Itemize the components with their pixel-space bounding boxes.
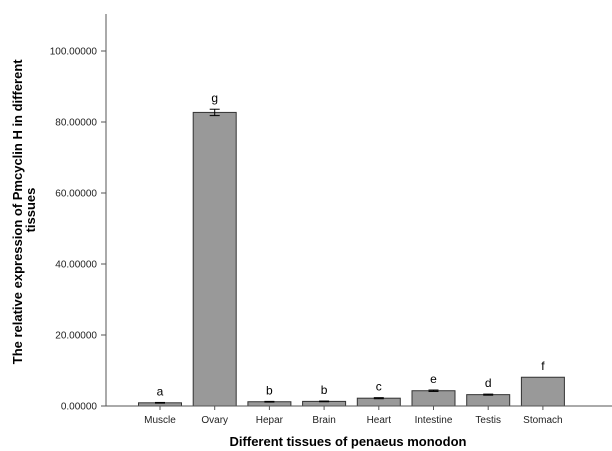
y-tick-label: 0.00000 (61, 402, 98, 413)
error-bar (264, 400, 275, 403)
error-bar (373, 397, 384, 400)
bar-intestine (411, 390, 456, 407)
error-bar (155, 401, 165, 404)
significance-labels: a g b b c e d f (157, 91, 546, 398)
significance-label: c (376, 380, 382, 394)
svg-text:The relative expression of Pmc: The relative expression of Pmcyclin H in… (10, 56, 38, 365)
significance-label: e (430, 372, 437, 386)
x-axis-ticks: Muscle Ovary Hepar Brain Heart Intestine Testi… (144, 406, 563, 426)
y-tick-label: 60.00000 (55, 189, 97, 200)
y-axis-ticks: 0.00000 20.00000 40.00000 60.00000 80.00000 1… (50, 47, 106, 413)
significance-label: f (541, 359, 545, 373)
x-tick-label: Testis (475, 415, 501, 426)
significance-label: g (211, 91, 218, 105)
significance-label: d (485, 376, 492, 390)
y-axis-title-line-1: The relative expression of Pmcyclin H in… (10, 59, 25, 365)
x-tick-label: Brain (312, 415, 335, 426)
error-bars (155, 108, 494, 404)
x-axis-title: Different tissues of penaeus monodon (230, 434, 467, 449)
significance-label: b (266, 383, 273, 397)
y-tick-label: 80.00000 (55, 118, 97, 129)
y-tick-label: 40.00000 (55, 260, 97, 271)
error-bar (428, 389, 439, 392)
x-tick-label: Stomach (523, 415, 562, 426)
y-tick-label: 100.00000 (50, 47, 98, 58)
bar-heart (356, 397, 401, 407)
y-axis-title: The relative expression of Pmcyclin H in… (10, 56, 38, 365)
significance-label: a (157, 384, 164, 398)
bars (138, 111, 565, 407)
x-tick-label: Muscle (144, 415, 176, 426)
y-axis-title-line-2: tissues (23, 188, 38, 233)
error-bar (209, 108, 220, 117)
bar-stomach (520, 376, 565, 407)
error-bar (319, 400, 330, 403)
bar-testis (466, 394, 511, 407)
significance-label: b (321, 383, 328, 397)
x-tick-label: Hepar (256, 415, 284, 426)
y-tick-label: 20.00000 (55, 331, 97, 342)
x-tick-label: Heart (367, 415, 392, 426)
bar-ovary (192, 111, 237, 407)
x-tick-label: Intestine (415, 415, 453, 426)
error-bar (483, 393, 494, 396)
x-tick-label: Ovary (201, 415, 228, 426)
